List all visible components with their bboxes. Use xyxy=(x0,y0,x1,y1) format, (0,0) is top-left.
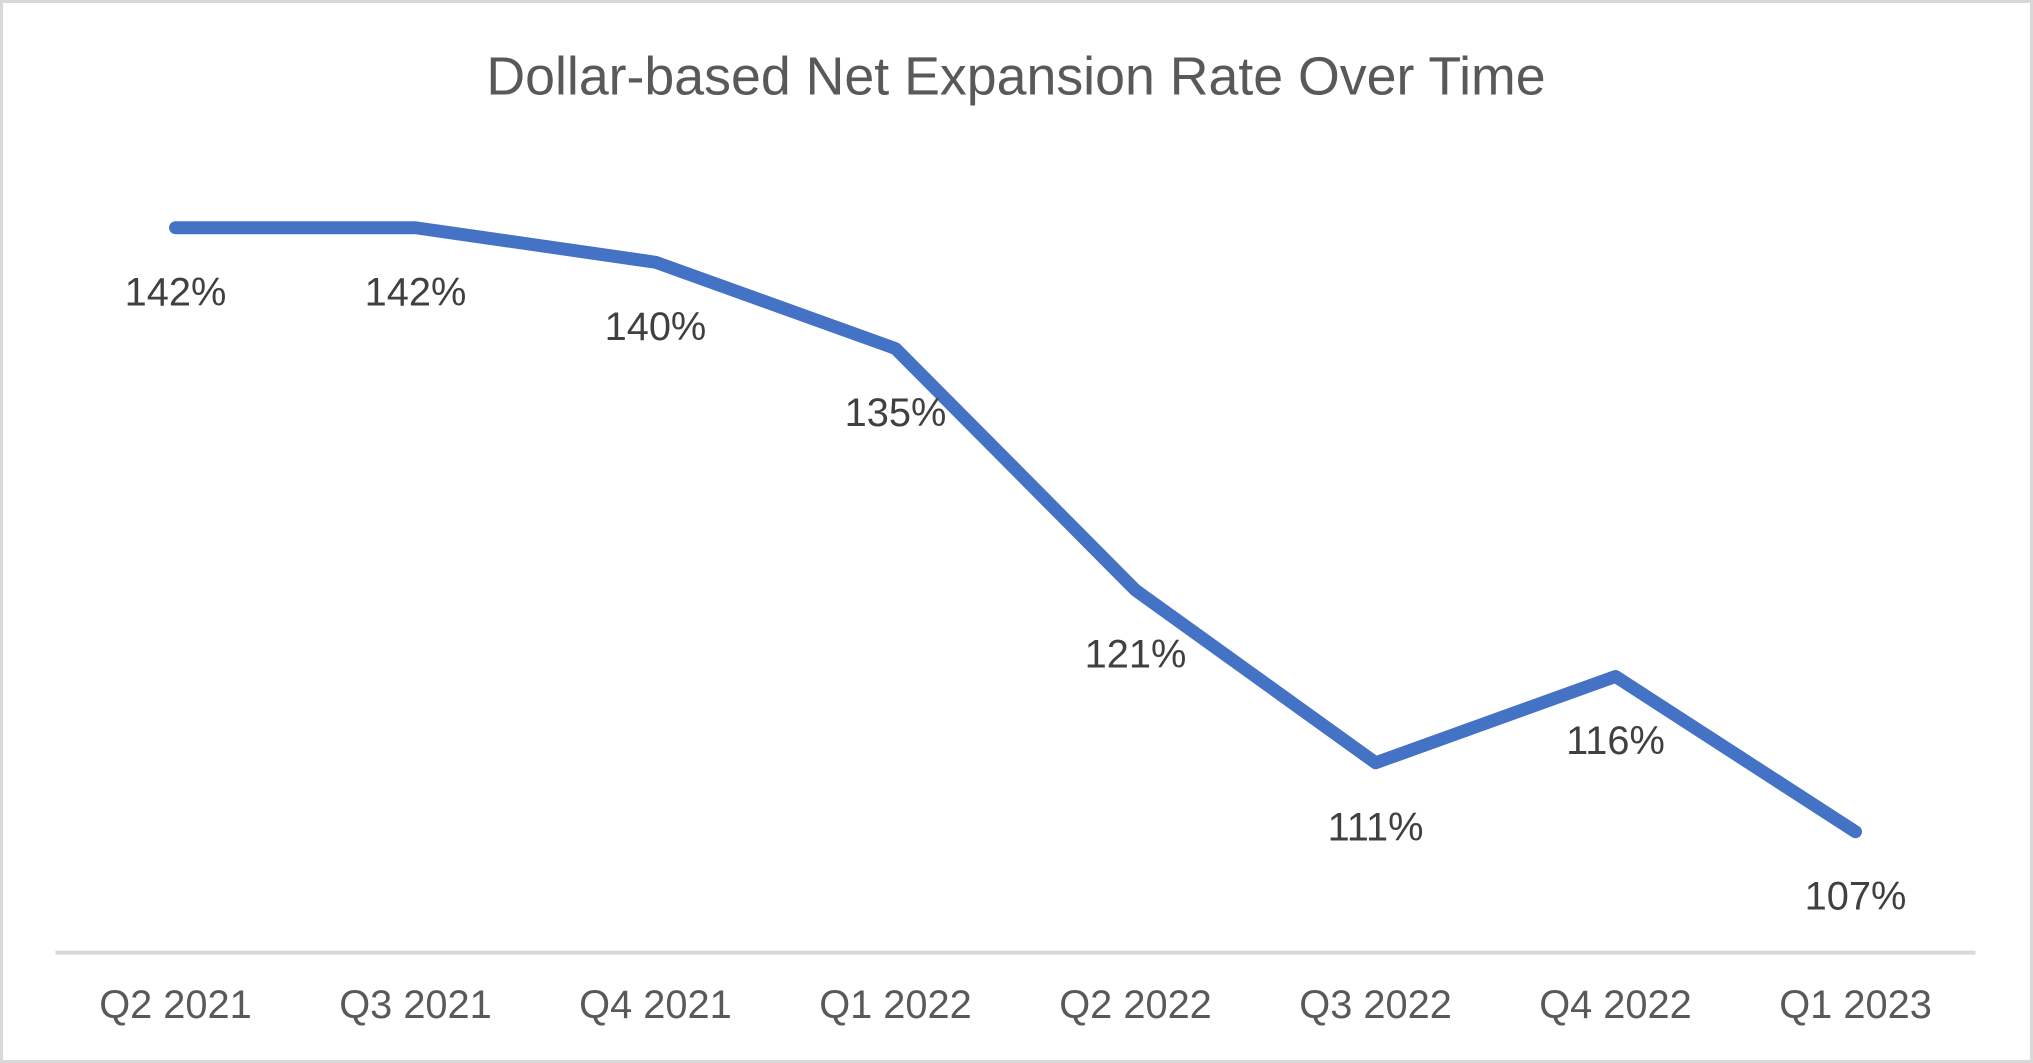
data-label-q1-2023: 107% xyxy=(1805,874,1907,918)
x-axis-label-q4-2021: Q4 2021 xyxy=(579,983,732,1027)
x-axis-label-q4-2022: Q4 2022 xyxy=(1539,983,1692,1027)
x-axis-label-q1-2023: Q1 2023 xyxy=(1779,983,1932,1027)
x-axis-label-q1-2022: Q1 2022 xyxy=(819,983,972,1027)
series-line xyxy=(169,221,1863,839)
data-label-q1-2022: 135% xyxy=(845,391,947,435)
data-label-q3-2022: 111% xyxy=(1328,805,1424,849)
data-label-q3-2021: 142% xyxy=(365,270,467,314)
line-chart: Dollar-based Net Expansion Rate Over Tim… xyxy=(55,46,1976,1027)
data-label-q4-2022: 116% xyxy=(1566,719,1665,763)
x-axis-label-q3-2021: Q3 2021 xyxy=(339,983,492,1027)
data-label-q2-2022: 121% xyxy=(1085,633,1187,677)
chart-title: Dollar-based Net Expansion Rate Over Tim… xyxy=(486,46,1545,106)
category-labels: Q2 2021 Q3 2021 Q4 2021 Q1 2022 Q2 2022 Q3 20… xyxy=(99,983,1932,1027)
data-labels: 142% 142% 140% 135% 121% 111% 116% 107% xyxy=(125,270,1907,918)
data-label-q4-2021: 140% xyxy=(605,305,707,349)
data-label-q2-2021: 142% xyxy=(125,270,227,314)
x-axis-label-q2-2021: Q2 2021 xyxy=(99,983,252,1027)
x-axis-label-q2-2022: Q2 2022 xyxy=(1059,983,1212,1027)
x-axis-label-q3-2022: Q3 2022 xyxy=(1299,983,1452,1027)
